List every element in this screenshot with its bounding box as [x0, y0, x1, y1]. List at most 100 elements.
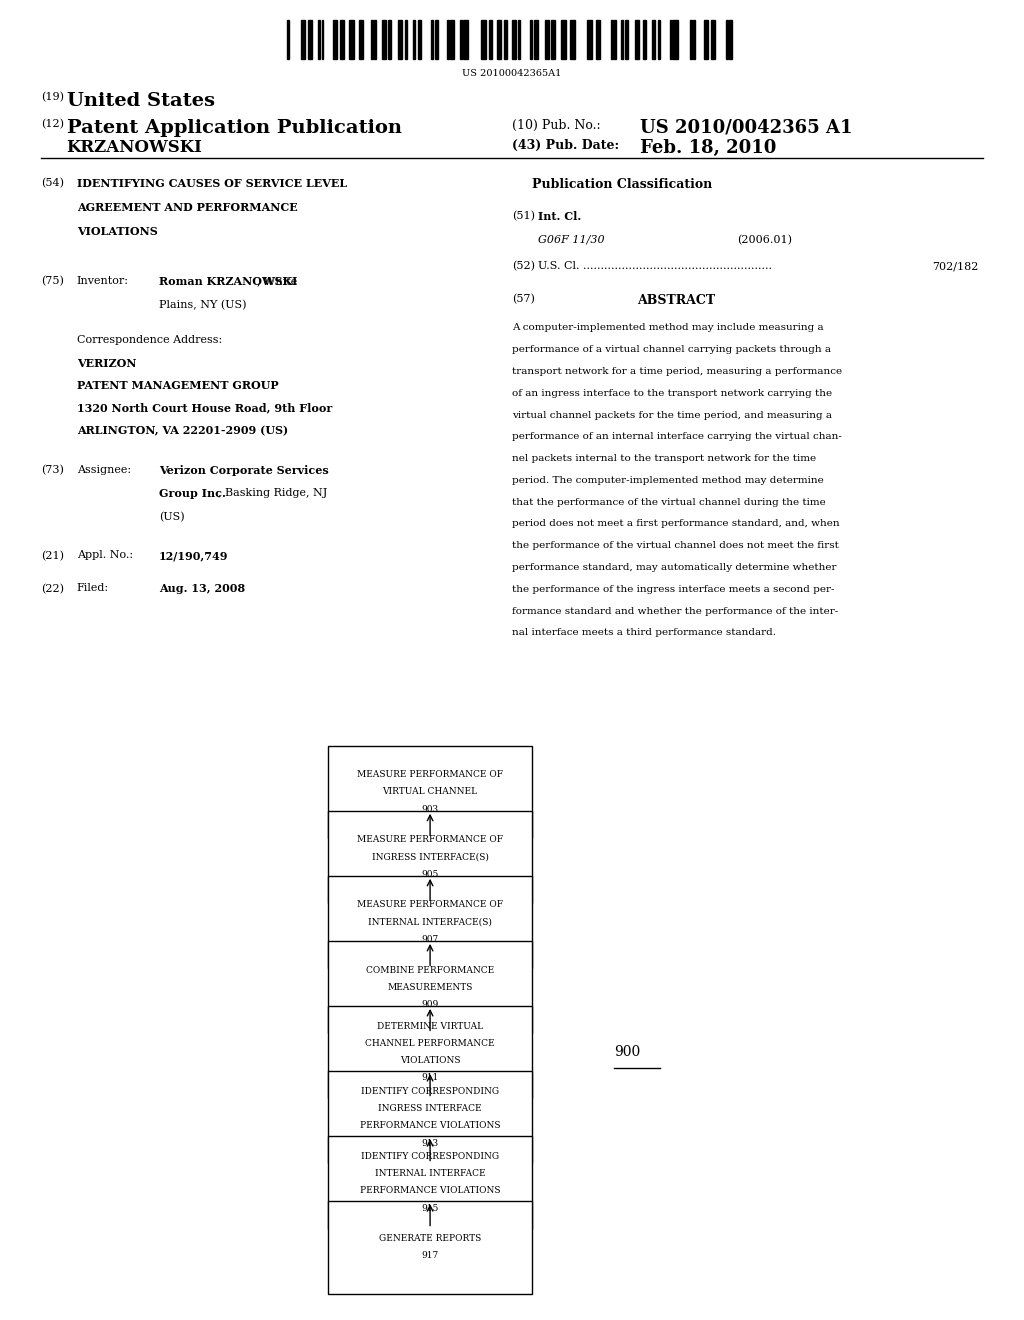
FancyBboxPatch shape — [328, 876, 532, 969]
Bar — [726, 20, 728, 59]
Bar — [301, 20, 305, 59]
Text: IDENTIFY CORRESPONDING: IDENTIFY CORRESPONDING — [361, 1152, 499, 1162]
Text: INTERNAL INTERFACE(S): INTERNAL INTERFACE(S) — [369, 917, 492, 927]
Bar — [481, 20, 485, 59]
Text: 903: 903 — [422, 805, 438, 813]
Text: VIOLATIONS: VIOLATIONS — [399, 1056, 461, 1065]
Text: (52): (52) — [512, 261, 535, 272]
FancyBboxPatch shape — [328, 1137, 532, 1229]
Bar — [287, 20, 290, 59]
Text: formance standard and whether the performance of the inter-: formance standard and whether the perfor… — [512, 607, 839, 615]
Bar — [729, 20, 732, 59]
Bar — [447, 20, 449, 59]
Text: of an ingress interface to the transport network carrying the: of an ingress interface to the transport… — [512, 389, 833, 397]
Text: Feb. 18, 2010: Feb. 18, 2010 — [640, 139, 776, 157]
Text: Assignee:: Assignee: — [77, 465, 131, 475]
Text: Correspondence Address:: Correspondence Address: — [77, 335, 222, 346]
Bar — [570, 20, 574, 59]
Text: 1320 North Court House Road, 9th Floor: 1320 North Court House Road, 9th Floor — [77, 403, 332, 413]
Bar — [611, 20, 613, 59]
Text: MEASURE PERFORMANCE OF: MEASURE PERFORMANCE OF — [357, 900, 503, 909]
Text: virtual channel packets for the time period, and measuring a: virtual channel packets for the time per… — [512, 411, 831, 420]
Bar — [322, 20, 324, 59]
Bar — [614, 20, 616, 59]
Text: United States: United States — [67, 92, 215, 111]
Text: IDENTIFYING CAUSES OF SERVICE LEVEL: IDENTIFYING CAUSES OF SERVICE LEVEL — [77, 178, 347, 189]
Text: Roman KRZANOWSKI: Roman KRZANOWSKI — [159, 276, 297, 286]
Text: 911: 911 — [422, 1073, 438, 1082]
Text: INGRESS INTERFACE(S): INGRESS INTERFACE(S) — [372, 853, 488, 862]
Text: 900: 900 — [614, 1045, 641, 1059]
Bar — [333, 20, 337, 59]
Bar — [596, 20, 599, 59]
Text: (73): (73) — [41, 465, 63, 475]
Text: Int. Cl.: Int. Cl. — [538, 211, 581, 222]
Bar — [308, 20, 312, 59]
Text: Patent Application Publication: Patent Application Publication — [67, 119, 401, 137]
Bar — [460, 20, 462, 59]
FancyBboxPatch shape — [328, 1201, 532, 1294]
Text: (57): (57) — [512, 294, 535, 305]
Text: the performance of the virtual channel does not meet the first: the performance of the virtual channel d… — [512, 541, 839, 550]
Bar — [431, 20, 433, 59]
Bar — [561, 20, 566, 59]
Text: VIOLATIONS: VIOLATIONS — [77, 226, 158, 236]
Bar — [404, 20, 407, 59]
Text: 12/190,749: 12/190,749 — [159, 550, 228, 561]
Text: US 2010/0042365 A1: US 2010/0042365 A1 — [640, 119, 853, 137]
Text: nel packets internal to the transport network for the time: nel packets internal to the transport ne… — [512, 454, 816, 463]
Text: (12): (12) — [41, 119, 63, 129]
Bar — [398, 20, 401, 59]
Text: , White: , White — [257, 276, 297, 286]
Text: MEASURE PERFORMANCE OF: MEASURE PERFORMANCE OF — [357, 771, 503, 779]
Text: Publication Classification: Publication Classification — [532, 178, 713, 191]
Bar — [435, 20, 438, 59]
FancyBboxPatch shape — [328, 1006, 532, 1098]
Text: (43) Pub. Date:: (43) Pub. Date: — [512, 139, 620, 152]
Bar — [497, 20, 501, 59]
FancyBboxPatch shape — [328, 941, 532, 1034]
Bar — [418, 20, 421, 59]
Text: CHANNEL PERFORMANCE: CHANNEL PERFORMANCE — [366, 1039, 495, 1048]
FancyBboxPatch shape — [328, 746, 532, 838]
Text: Verizon Corporate Services: Verizon Corporate Services — [159, 465, 329, 475]
Text: A computer-implemented method may include measuring a: A computer-implemented method may includ… — [512, 323, 823, 333]
Bar — [318, 20, 321, 59]
Text: INGRESS INTERFACE: INGRESS INTERFACE — [378, 1105, 482, 1113]
Bar — [643, 20, 645, 59]
Text: U.S. Cl. ......................................................: U.S. Cl. ...............................… — [538, 261, 772, 272]
Bar — [529, 20, 532, 59]
Text: KRZANOWSKI: KRZANOWSKI — [67, 139, 203, 156]
Text: , Basking Ridge, NJ: , Basking Ridge, NJ — [218, 488, 328, 499]
Bar — [552, 20, 555, 59]
Text: performance of a virtual channel carrying packets through a: performance of a virtual channel carryin… — [512, 346, 831, 354]
Bar — [626, 20, 628, 59]
Text: Group Inc.: Group Inc. — [159, 488, 225, 499]
Text: IDENTIFY CORRESPONDING: IDENTIFY CORRESPONDING — [361, 1088, 499, 1096]
Bar — [489, 20, 492, 59]
Bar — [349, 20, 354, 59]
Text: DETERMINE VIRTUAL: DETERMINE VIRTUAL — [377, 1022, 483, 1031]
Bar — [463, 20, 468, 59]
Text: US 20100042365A1: US 20100042365A1 — [462, 69, 562, 78]
Bar — [374, 20, 376, 59]
Text: MEASUREMENTS: MEASUREMENTS — [387, 982, 473, 991]
Text: PERFORMANCE VIOLATIONS: PERFORMANCE VIOLATIONS — [359, 1122, 501, 1130]
Bar — [512, 20, 516, 59]
Bar — [652, 20, 655, 59]
Text: 907: 907 — [422, 935, 438, 944]
Text: 909: 909 — [422, 999, 438, 1008]
Text: period. The computer-implemented method may determine: period. The computer-implemented method … — [512, 477, 823, 484]
Text: GENERATE REPORTS: GENERATE REPORTS — [379, 1234, 481, 1243]
Text: (22): (22) — [41, 583, 63, 594]
Text: PERFORMANCE VIOLATIONS: PERFORMANCE VIOLATIONS — [359, 1187, 501, 1196]
Text: ARLINGTON, VA 22201-2909 (US): ARLINGTON, VA 22201-2909 (US) — [77, 425, 288, 436]
Text: Filed:: Filed: — [77, 583, 109, 594]
Text: transport network for a time period, measuring a performance: transport network for a time period, mea… — [512, 367, 842, 376]
Bar — [693, 20, 694, 59]
Text: MEASURE PERFORMANCE OF: MEASURE PERFORMANCE OF — [357, 836, 503, 845]
Bar — [371, 20, 373, 59]
Text: the performance of the ingress interface meets a second per-: the performance of the ingress interface… — [512, 585, 835, 594]
Text: 702/182: 702/182 — [932, 261, 978, 272]
Bar — [450, 20, 454, 59]
